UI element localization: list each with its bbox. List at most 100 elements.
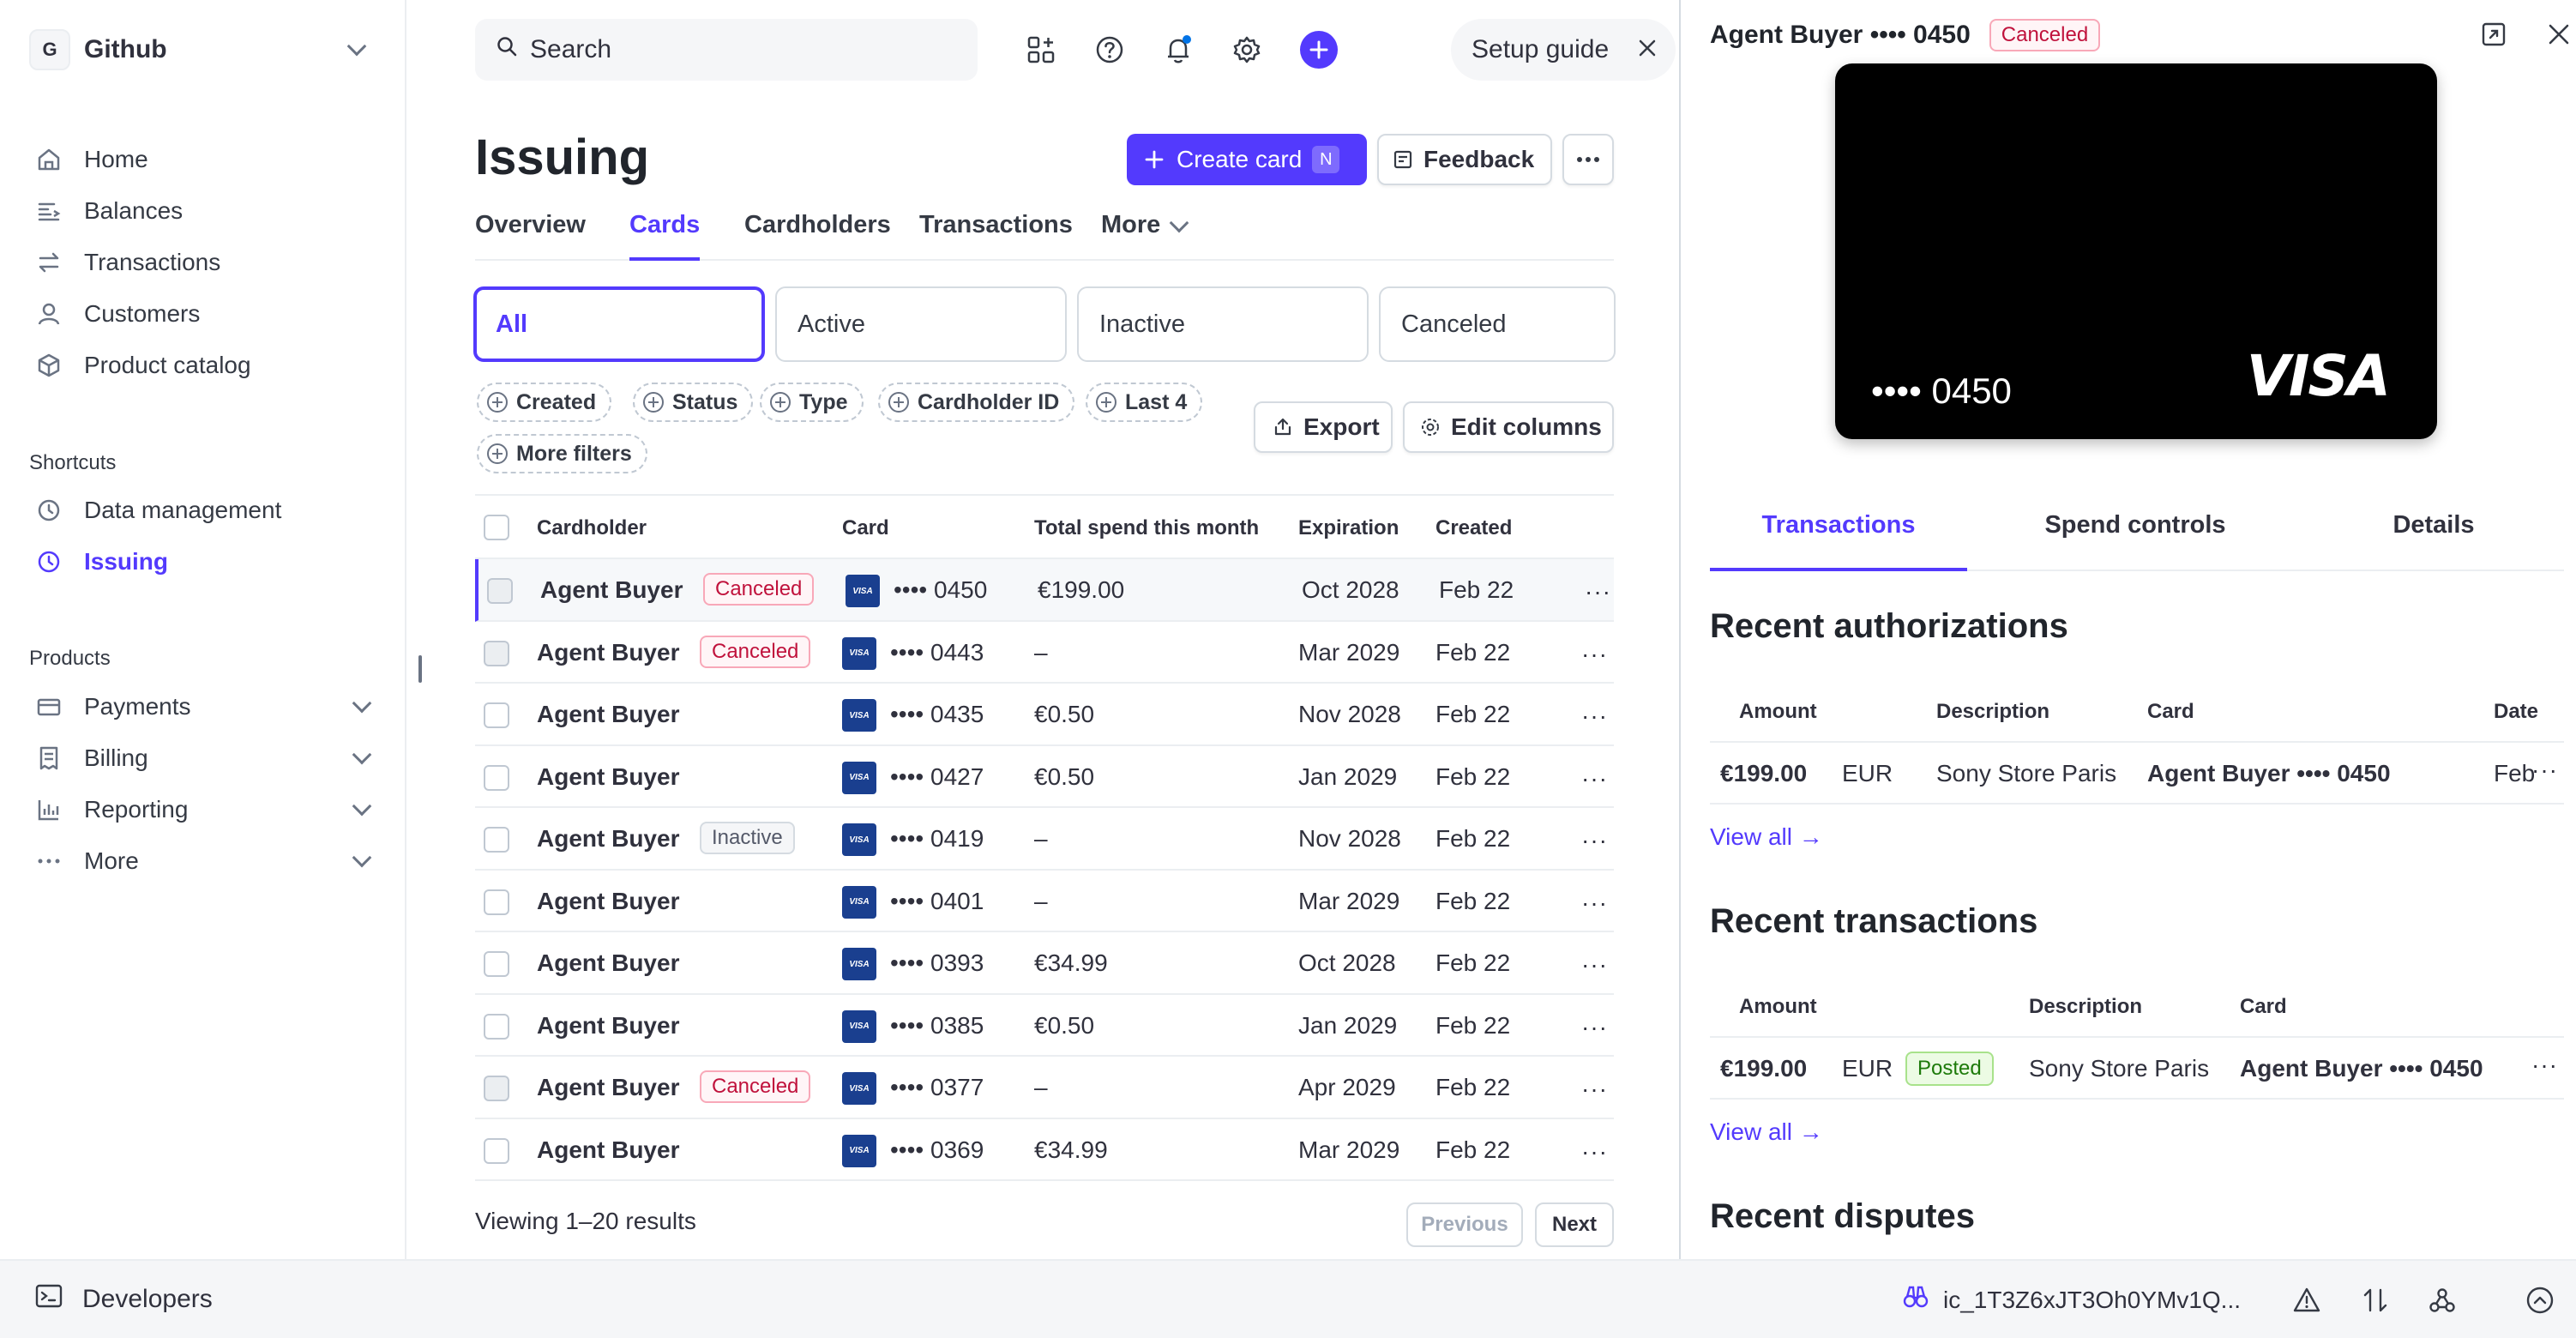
select-all-checkbox[interactable] (484, 515, 509, 540)
sidebar-item-payments[interactable]: Payments (34, 681, 377, 732)
table-row[interactable]: Agent Buyer VISA •••• 0369 €34.99 Mar 2029 Fe… (475, 1119, 1614, 1181)
apps-icon[interactable] (1022, 31, 1060, 69)
settings-gear-icon[interactable] (1228, 31, 1266, 69)
feedback-button[interactable]: Feedback (1377, 134, 1552, 185)
table-row[interactable]: Agent Buyer Canceled VISA •••• 0450 €199.00 O… (475, 559, 1614, 622)
create-card-button[interactable]: Create card N (1127, 134, 1367, 185)
search-input[interactable]: Search (475, 19, 978, 81)
tab-cardholders[interactable]: Cardholders (744, 211, 891, 238)
chip-type[interactable]: Type (760, 383, 864, 422)
previous-page-button[interactable]: Previous (1406, 1202, 1523, 1247)
tab-transactions[interactable]: Transactions (919, 211, 1073, 238)
sidebar-item-product-catalog[interactable]: Product catalog (34, 340, 377, 391)
row-more-icon[interactable]: ··· (1585, 578, 1611, 605)
row-checkbox[interactable] (484, 764, 509, 791)
sidebar-item-reporting[interactable]: Reporting (34, 784, 377, 835)
cardholder-name: Agent Buyer (537, 762, 680, 790)
table-row[interactable]: Agent Buyer Canceled VISA •••• 0443 – Mar 202… (475, 622, 1614, 684)
view-all-transactions-link[interactable]: View all → (1710, 1118, 1823, 1145)
expiration: Mar 2029 (1298, 638, 1400, 666)
table-row[interactable]: Agent Buyer VISA •••• 0393 €34.99 Oct 2028 Fe… (475, 932, 1614, 995)
table-row[interactable]: Agent Buyer Canceled VISA •••• 0377 – Apr 202… (475, 1057, 1614, 1119)
tab-overview[interactable]: Overview (475, 211, 586, 238)
chip-more-filters[interactable]: More filters (477, 434, 647, 473)
sidebar-item-home[interactable]: Home (34, 134, 377, 185)
object-id: ic_1T3Z6xJT3Oh0YMv1Q... (1943, 1286, 2242, 1313)
created: Feb 22 (1435, 1136, 1511, 1163)
row-more-icon[interactable]: ··· (1581, 951, 1608, 978)
chip-cardholder-id[interactable]: Cardholder ID (878, 383, 1075, 422)
expiration: Jan 2029 (1298, 1011, 1398, 1039)
notifications-bell-icon[interactable] (1159, 31, 1197, 69)
create-plus-icon[interactable] (1300, 31, 1338, 69)
sort-arrows-icon[interactable] (2356, 1281, 2394, 1319)
expand-icon[interactable] (2477, 17, 2511, 51)
sidebar-item-data-management[interactable]: Data management (34, 485, 377, 536)
row-more-icon[interactable]: ··· (1581, 1076, 1608, 1102)
divider (1710, 1098, 2564, 1100)
table-row[interactable]: Agent Buyer VISA •••• 0401 – Mar 2029 Feb 22 ·… (475, 871, 1614, 932)
sidebar-item-issuing[interactable]: Issuing (34, 536, 377, 588)
tab-more[interactable]: More (1101, 211, 1195, 261)
chip-last-4[interactable]: Last 4 (1086, 383, 1203, 422)
object-inspector[interactable]: ic_1T3Z6xJT3Oh0YMv1Q... (1902, 1283, 2241, 1317)
table-row[interactable]: Agent Buyer VISA •••• 0385 €0.50 Jan 2029 Feb… (475, 995, 1614, 1057)
row-more-icon[interactable]: ··· (1581, 640, 1608, 667)
edit-columns-button[interactable]: Edit columns (1403, 401, 1614, 453)
row-more-icon[interactable]: ··· (2531, 1052, 2558, 1078)
row-more-icon[interactable]: ··· (2531, 756, 2558, 783)
visa-card-icon: VISA (842, 1134, 876, 1167)
help-icon[interactable] (1091, 31, 1129, 69)
row-more-icon[interactable]: ··· (1581, 1013, 1608, 1040)
table-row[interactable]: Agent Buyer VISA •••• 0427 €0.50 Jan 2029 Feb… (475, 746, 1614, 808)
next-page-button[interactable]: Next (1535, 1202, 1614, 1247)
tab-cards[interactable]: Cards (629, 211, 701, 261)
view-all-authorizations-link[interactable]: View all → (1710, 823, 1823, 850)
row-more-icon[interactable]: ··· (1581, 1137, 1608, 1165)
row-checkbox[interactable] (484, 827, 509, 853)
row-checkbox[interactable] (487, 578, 513, 604)
account-switcher[interactable]: G Github (29, 29, 372, 70)
close-icon[interactable] (1638, 35, 1657, 64)
auth-header-card: Card (2147, 700, 2194, 723)
sidebar-item-billing[interactable]: Billing (34, 732, 377, 784)
row-checkbox[interactable] (484, 702, 509, 728)
table-row[interactable]: Agent Buyer VISA •••• 0435 €0.50 Nov 2028 Feb… (475, 684, 1614, 746)
chip-created[interactable]: Created (477, 383, 612, 422)
more-actions-button[interactable] (1562, 134, 1614, 185)
close-icon[interactable] (2542, 17, 2576, 51)
chip-status[interactable]: Status (633, 383, 754, 422)
row-checkbox[interactable] (484, 1137, 509, 1164)
row-more-icon[interactable]: ··· (1581, 827, 1608, 853)
row-checkbox[interactable] (484, 951, 509, 977)
sidebar-item-balances[interactable]: Balances (34, 185, 377, 237)
filter-inactive[interactable]: Inactive (1077, 286, 1369, 362)
chevron-up-circle-icon[interactable] (2521, 1281, 2559, 1319)
sidebar-resize-handle[interactable] (418, 655, 422, 683)
setup-guide-button[interactable]: Setup guide (1451, 19, 1676, 81)
row-more-icon[interactable]: ··· (1581, 764, 1608, 792)
export-button[interactable]: Export (1254, 401, 1393, 453)
visa-card-icon: VISA (842, 1010, 876, 1043)
filter-canceled[interactable]: Canceled (1379, 286, 1616, 362)
row-more-icon[interactable]: ··· (1581, 702, 1608, 729)
row-checkbox[interactable] (484, 1076, 509, 1101)
sidebar-item-customers[interactable]: Customers (34, 288, 377, 340)
filter-active[interactable]: Active (775, 286, 1067, 362)
row-checkbox[interactable] (484, 889, 509, 915)
webhooks-icon[interactable] (2423, 1281, 2461, 1319)
tab-spend-controls[interactable]: Spend controls (2044, 511, 2226, 539)
row-more-icon[interactable]: ··· (1581, 889, 1608, 916)
table-row[interactable]: Agent Buyer Inactive VISA •••• 0419 – Nov 202… (475, 808, 1614, 871)
tab-transactions[interactable]: Transactions (1710, 511, 1967, 571)
sidebar-item-transactions[interactable]: Transactions (34, 237, 377, 288)
developers-button[interactable]: Developers (34, 1281, 213, 1317)
row-checkbox[interactable] (484, 1013, 509, 1040)
tab-details[interactable]: Details (2392, 511, 2475, 539)
status-badge: Canceled (700, 1070, 811, 1103)
filter-all[interactable]: All (473, 286, 765, 362)
row-checkbox[interactable] (484, 640, 509, 666)
sidebar-item-more[interactable]: More (34, 835, 377, 887)
warning-icon[interactable] (2288, 1281, 2326, 1319)
header-cardholder: Cardholder (537, 516, 647, 539)
